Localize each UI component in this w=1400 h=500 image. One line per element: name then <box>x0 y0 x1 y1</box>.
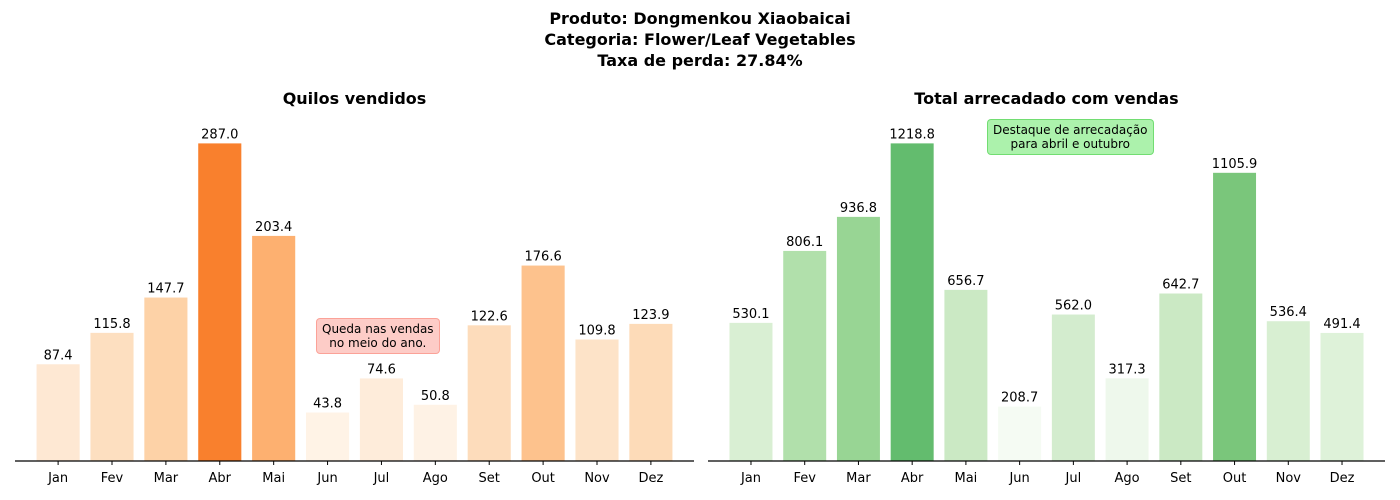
bar-revenue-mai <box>944 289 988 461</box>
bar-kilos-out <box>521 265 565 461</box>
bar-kilos-mai <box>252 235 296 461</box>
annotation-revenue-highlight: Destaque de arrecadação para abril e out… <box>987 119 1154 155</box>
bar-revenue-out <box>1213 172 1257 461</box>
x-tick-label-revenue-dez: Dez <box>1330 471 1355 486</box>
x-tick-label-kilos-dez: Dez <box>638 471 663 486</box>
x-tick-label-kilos-fev: Fev <box>101 471 124 486</box>
bar-revenue-jan <box>729 322 773 461</box>
bar-revenue-fev <box>783 250 827 461</box>
bar-label-kilos-nov: 109.8 <box>578 323 615 338</box>
chart-kilos-sold-title: Quilos vendidos <box>283 89 427 108</box>
x-tick-label-revenue-mai: Mai <box>955 471 978 486</box>
bar-label-revenue-out: 1105.9 <box>1212 157 1258 172</box>
figure-title-product: Produto: Dongmenkou Xiaobaicai <box>549 9 851 28</box>
bar-label-kilos-jul: 74.6 <box>367 362 396 377</box>
bar-kilos-set <box>467 325 511 461</box>
x-tick-label-revenue-jun: Jun <box>1008 471 1029 486</box>
bar-label-revenue-dez: 491.4 <box>1323 317 1360 332</box>
bar-label-kilos-abr: 287.0 <box>201 127 238 142</box>
x-tick-label-kilos-out: Out <box>531 471 555 486</box>
x-tick-label-kilos-abr: Abr <box>209 471 232 486</box>
bar-label-revenue-ago: 317.3 <box>1108 362 1145 377</box>
annotation-revenue-highlight-line2: para abril e outubro <box>1010 137 1131 151</box>
x-tick-label-kilos-nov: Nov <box>584 471 610 486</box>
bar-revenue-ago <box>1105 378 1149 461</box>
x-tick-label-kilos-mar: Mar <box>154 471 179 486</box>
bar-kilos-dez <box>629 323 673 461</box>
x-tick-label-kilos-set: Set <box>479 471 500 486</box>
chart-kilos-sold: Quilos vendidos 87.4 Jan 115.8 Fev 147.7 Mar 2… <box>15 89 694 486</box>
bar-label-revenue-nov: 536.4 <box>1270 305 1307 320</box>
x-tick-label-kilos-jan: Jan <box>47 471 68 486</box>
bar-kilos-fev <box>90 332 134 461</box>
annotation-midyear-drop-line2: no meio do ano. <box>329 336 427 350</box>
chart-revenue-total: Total arrecadado com vendas 530.1 Jan 806.… <box>708 89 1385 486</box>
bar-label-kilos-set: 122.6 <box>471 309 508 324</box>
bar-revenue-jul <box>1051 314 1095 461</box>
x-tick-label-revenue-abr: Abr <box>901 471 924 486</box>
x-tick-label-revenue-jan: Jan <box>740 471 761 486</box>
bar-kilos-mar <box>144 297 188 461</box>
bar-label-kilos-mar: 147.7 <box>147 282 184 297</box>
bar-label-revenue-mar: 936.8 <box>840 201 877 216</box>
bar-label-revenue-jul: 562.0 <box>1055 299 1092 314</box>
bar-kilos-abr <box>198 143 242 461</box>
x-tick-label-kilos-jul: Jul <box>373 471 390 486</box>
x-tick-label-revenue-fev: Fev <box>793 471 816 486</box>
bar-revenue-abr <box>890 143 934 461</box>
bar-revenue-jun <box>998 406 1042 461</box>
bar-label-revenue-abr: 1218.8 <box>889 127 935 142</box>
x-tick-label-kilos-mai: Mai <box>262 471 285 486</box>
bar-revenue-mar <box>836 216 880 461</box>
x-tick-label-kilos-ago: Ago <box>423 471 448 486</box>
figure-title: Produto: Dongmenkou Xiaobaicai Categoria… <box>0 8 1400 71</box>
bar-kilos-jun <box>306 412 350 461</box>
x-tick-label-kilos-jun: Jun <box>316 471 337 486</box>
bar-label-revenue-fev: 806.1 <box>786 235 823 250</box>
x-tick-label-revenue-jul: Jul <box>1065 471 1082 486</box>
bar-revenue-nov <box>1266 321 1310 461</box>
bar-kilos-ago <box>413 404 457 461</box>
bar-revenue-dez <box>1320 332 1364 461</box>
bar-label-kilos-ago: 50.8 <box>421 389 450 404</box>
figure-title-loss-rate: Taxa de perda: 27.84% <box>597 51 803 70</box>
x-tick-label-revenue-out: Out <box>1223 471 1247 486</box>
x-tick-label-revenue-mar: Mar <box>846 471 871 486</box>
x-tick-label-revenue-nov: Nov <box>1276 471 1302 486</box>
bar-label-kilos-out: 176.6 <box>525 250 562 265</box>
bar-label-kilos-jan: 87.4 <box>44 348 73 363</box>
bar-label-kilos-fev: 115.8 <box>93 317 130 332</box>
annotation-midyear-drop: Queda nas vendas no meio do ano. <box>316 318 440 354</box>
annotation-revenue-highlight-line1: Destaque de arrecadação <box>993 123 1148 137</box>
bar-label-revenue-jan: 530.1 <box>732 307 769 322</box>
annotation-midyear-drop-line1: Queda nas vendas <box>322 322 434 336</box>
bar-label-kilos-dez: 123.9 <box>632 308 669 323</box>
x-tick-label-revenue-set: Set <box>1170 471 1191 486</box>
bar-label-revenue-jun: 208.7 <box>1001 391 1038 406</box>
bar-kilos-jul <box>359 378 403 461</box>
bar-label-revenue-set: 642.7 <box>1162 278 1199 293</box>
bar-label-kilos-mai: 203.4 <box>255 220 292 235</box>
bar-label-kilos-jun: 43.8 <box>313 397 342 412</box>
chart-revenue-total-title: Total arrecadado com vendas <box>914 89 1178 108</box>
x-tick-label-revenue-ago: Ago <box>1115 471 1140 486</box>
bar-kilos-jan <box>36 364 80 461</box>
bar-revenue-set <box>1159 293 1203 461</box>
bar-label-revenue-mai: 656.7 <box>947 274 984 289</box>
bar-kilos-nov <box>575 339 619 461</box>
figure-title-category: Categoria: Flower/Leaf Vegetables <box>544 30 856 49</box>
